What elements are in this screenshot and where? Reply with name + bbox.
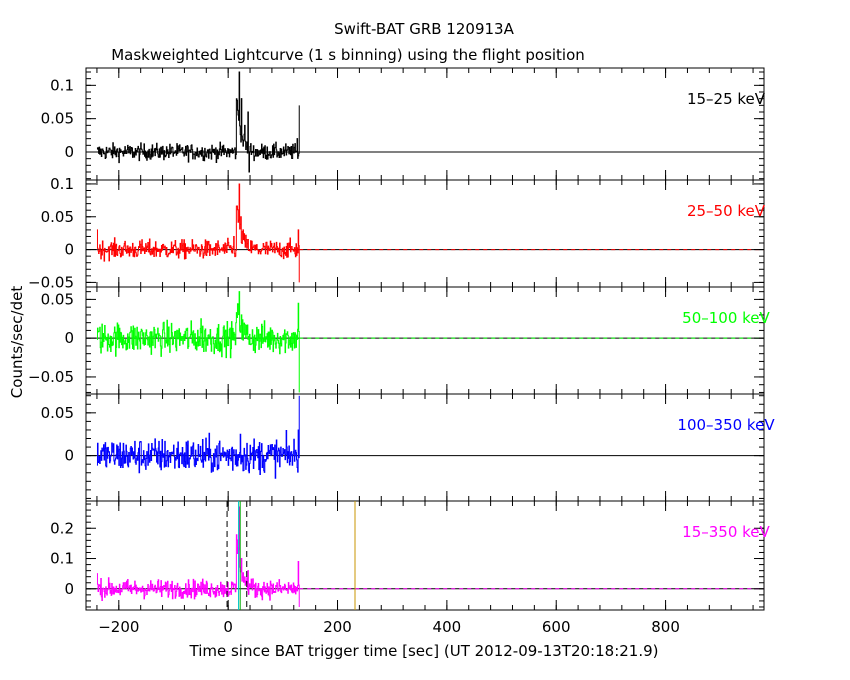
y-tick-label: 0.1 [50,76,74,94]
x-tick-label: −200 [98,618,139,636]
panel-frame [85,67,765,181]
panel-15-25-kev: 0 0.05 0.1 15–25 keV [41,67,766,181]
y-axis-label: Counts/sec/det [8,286,26,399]
x-tick-label: 0 [223,618,233,636]
panel-50-100-kev: −0.05 0 0.05 50–100 keV [28,286,771,395]
series-line [96,71,300,173]
chart-subtitle: Maskweighted Lightcurve (1 s binning) us… [111,46,585,64]
panel-frame [85,500,765,611]
panel-label: 15–350 keV [682,523,770,541]
y-tick-label: 0.05 [41,110,74,128]
panel-label: 15–25 keV [687,90,766,108]
y-tick-label: −0.05 [28,368,74,386]
series-line [96,291,300,393]
panel-label: 50–100 keV [682,309,770,327]
y-tick-label: 0.05 [41,208,74,226]
y-tick-label: 0 [64,143,74,161]
panel-100-350-kev: 0 0.05 100–350 keV [41,393,775,502]
y-tick-label: 0.1 [50,175,74,193]
panel-25-50-kev: −0.05 0 0.05 0.1 25–50 keV [28,175,766,291]
x-tick-label: 200 [323,618,352,636]
y-tick-label: 0 [64,329,74,347]
y-tick-label: 0 [64,580,74,598]
series-line [96,395,300,479]
panel-15-350-kev: 0 0.1 0.2 15–350 keV −200 0 200 400 600 800 [50,500,771,636]
x-tick-label: 600 [542,618,571,636]
y-tick-label: 0.2 [50,519,74,537]
chart-title: Swift-BAT GRB 120913A [334,20,514,38]
y-tick-label: 0 [64,241,74,259]
y-tick-label: 0 [64,447,74,465]
panel-label: 25–50 keV [687,202,766,220]
x-axis-label: Time since BAT trigger time [sec] (UT 20… [189,642,659,660]
series-line [96,183,300,283]
series-line [96,506,300,607]
y-tick-label: −0.05 [28,273,74,291]
panel-frame [85,179,765,288]
x-tick-label: 800 [651,618,680,636]
y-tick-label: 0.05 [41,404,74,422]
y-tick-label: 0.05 [41,290,74,308]
x-tick-label: 400 [433,618,462,636]
panel-label: 100–350 keV [677,416,775,434]
y-tick-label: 0.1 [50,550,74,568]
